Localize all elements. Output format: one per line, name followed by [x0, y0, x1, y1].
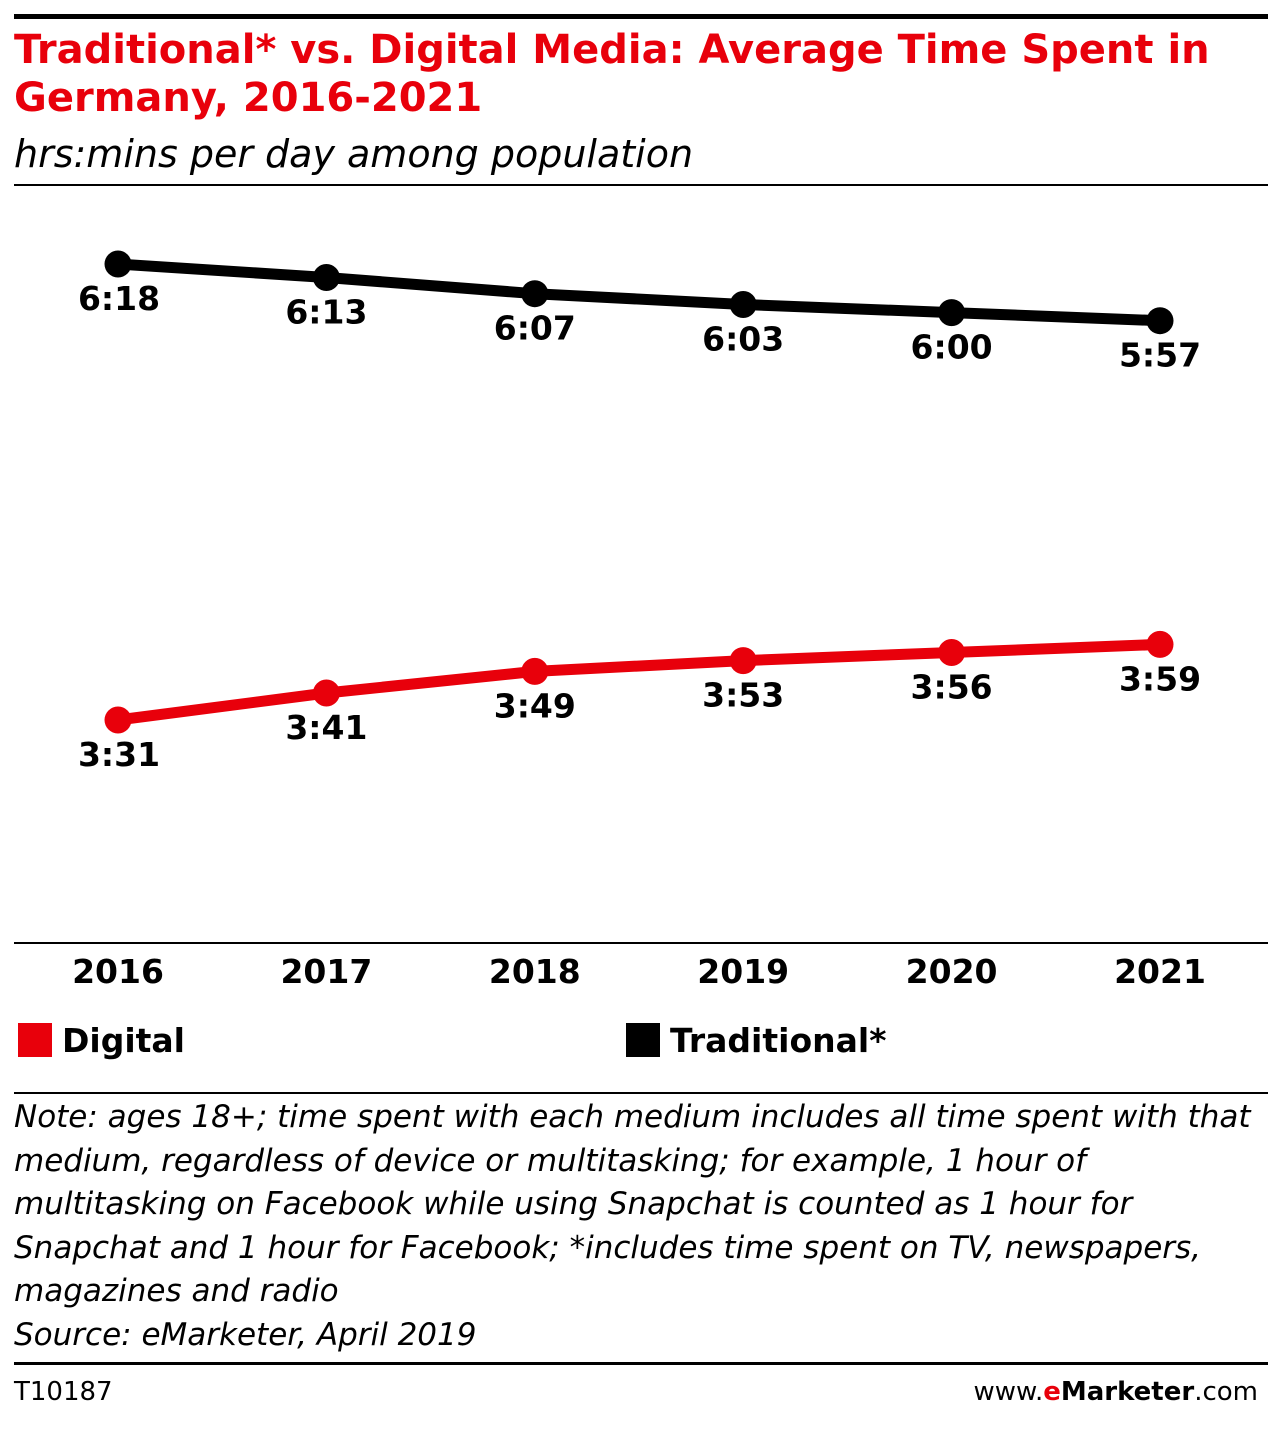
- data-point-digital-2021: [1146, 630, 1174, 658]
- x-tick-label-2018: 2018: [489, 952, 581, 991]
- note-text: Note: ages 18+; time spent with each med…: [14, 1099, 1251, 1309]
- footer-rule: [14, 1362, 1268, 1365]
- site-suffix: .com: [1194, 1377, 1258, 1407]
- data-point-digital-2017: [312, 679, 340, 707]
- data-label-traditional-2020: 6:00: [911, 328, 993, 367]
- data-label-traditional-2017: 6:13: [285, 293, 367, 332]
- legend-label-digital: Digital: [62, 1020, 185, 1060]
- site-prefix: www.: [973, 1377, 1044, 1407]
- data-point-digital-2018: [521, 657, 549, 685]
- chart-id: T10187: [14, 1377, 113, 1407]
- data-label-traditional-2016: 6:18: [78, 279, 160, 318]
- data-label-digital-2019: 3:53: [702, 676, 784, 715]
- data-point-traditional-2017: [312, 264, 340, 291]
- data-point-traditional-2016: [104, 250, 132, 278]
- chart-title: Traditional* vs. Digital Media: Average …: [14, 27, 1210, 121]
- legend-label-traditional: Traditional*: [670, 1020, 887, 1060]
- brand-name: Marketer: [1060, 1377, 1195, 1407]
- x-tick-label-2017: 2017: [280, 952, 372, 991]
- series-line-traditional: [117, 258, 1161, 327]
- data-point-traditional-2020: [938, 299, 966, 327]
- legend-item-digital: Digital: [18, 1018, 185, 1062]
- data-label-traditional-2018: 6:07: [494, 309, 576, 348]
- legend-item-traditional: Traditional*: [626, 1018, 886, 1062]
- legend-swatch-digital: [18, 1023, 52, 1057]
- legend-rule: [14, 1092, 1268, 1094]
- x-tick-label-2020: 2020: [906, 952, 998, 991]
- brand-e: e: [1043, 1377, 1061, 1407]
- data-label-digital-2020: 3:56: [911, 668, 993, 707]
- line-chart: 6:18 6:13 6:07 6:03 6:00 5:57 3:31 3:41 3:49 3:53…: [14, 250, 1268, 991]
- data-point-traditional-2021: [1146, 307, 1174, 335]
- data-label-traditional-2019: 6:03: [702, 320, 784, 359]
- x-tick-label-2019: 2019: [697, 952, 789, 991]
- data-label-digital-2021: 3:59: [1119, 659, 1201, 698]
- x-tick-label-2021: 2021: [1114, 952, 1206, 991]
- legend-swatch-traditional: [626, 1023, 660, 1057]
- x-tick-label-2016: 2016: [72, 952, 164, 991]
- series-line-digital: [117, 638, 1161, 726]
- data-point-digital-2016: [104, 706, 132, 734]
- data-point-traditional-2019: [729, 291, 757, 318]
- subtitle-rule: [14, 184, 1268, 186]
- data-point-traditional-2018: [521, 280, 549, 308]
- site-url[interactable]: www.eMarketer.com: [974, 1377, 1258, 1407]
- chart-subtitle: hrs:mins per day among population: [14, 132, 694, 176]
- data-label-digital-2016: 3:31: [78, 735, 160, 774]
- source-text: Source: eMarketer, April 2019: [14, 1316, 477, 1353]
- data-label-traditional-2021: 5:57: [1119, 336, 1201, 375]
- chart-note: Note: ages 18+; time spent with each med…: [14, 1096, 1266, 1357]
- top-rule: [14, 14, 1268, 19]
- data-point-digital-2019: [729, 647, 757, 675]
- data-label-digital-2017: 3:41: [285, 708, 367, 747]
- data-point-digital-2020: [938, 639, 966, 666]
- data-label-digital-2018: 3:49: [494, 686, 576, 725]
